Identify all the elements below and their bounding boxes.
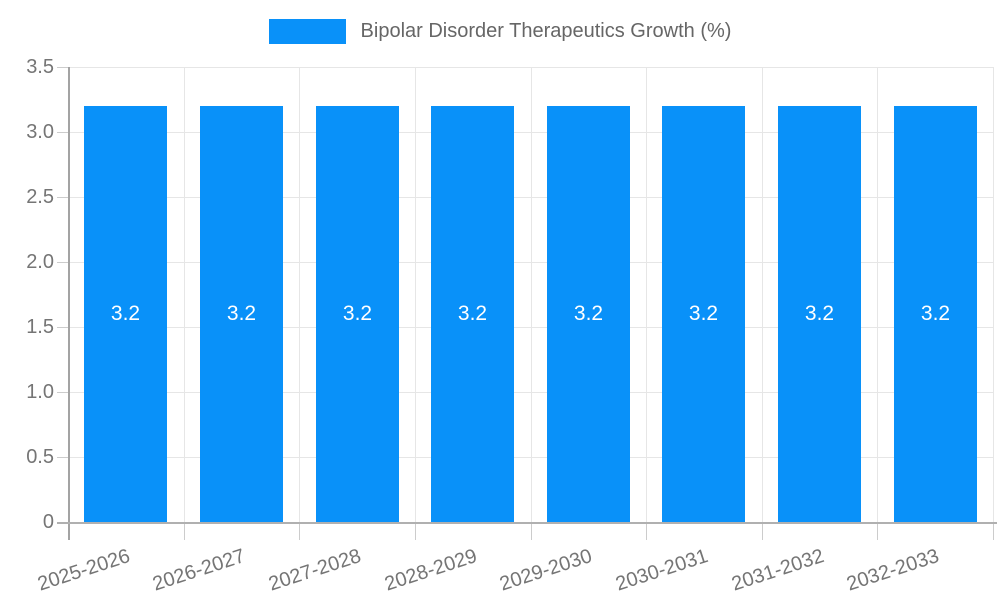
y-axis-tick-label: 1.5 bbox=[26, 316, 54, 338]
bar[interactable]: 3.2 bbox=[662, 106, 745, 522]
y-axis-tick-label: 3.0 bbox=[26, 121, 54, 143]
bar[interactable]: 3.2 bbox=[200, 106, 283, 522]
x-tick bbox=[414, 522, 416, 540]
x-tick bbox=[993, 522, 994, 540]
legend-label: Bipolar Disorder Therapeutics Growth (%) bbox=[360, 20, 732, 42]
x-gridline bbox=[414, 67, 416, 522]
bar[interactable]: 3.2 bbox=[894, 106, 977, 522]
x-axis-line bbox=[57, 522, 997, 524]
x-gridline bbox=[761, 67, 763, 522]
y-axis-tick-label: 3.5 bbox=[26, 56, 54, 78]
y-tick bbox=[57, 132, 68, 133]
y-axis-tick-label: 2.5 bbox=[26, 186, 54, 208]
x-gridline bbox=[299, 67, 301, 522]
bar[interactable]: 3.2 bbox=[547, 106, 630, 522]
chart-legend: Bipolar Disorder Therapeutics Growth (%) bbox=[0, 17, 1000, 45]
x-gridline bbox=[877, 67, 879, 522]
bar-value-label: 3.2 bbox=[573, 302, 604, 325]
y-axis-tick-label: 0 bbox=[42, 511, 54, 533]
y-axis-tick-label: 2.0 bbox=[26, 251, 54, 273]
x-tick bbox=[646, 522, 648, 540]
bar-value-label: 3.2 bbox=[110, 302, 141, 325]
y-tick bbox=[57, 457, 68, 458]
y-axis-tick-label: 0.5 bbox=[26, 446, 54, 468]
x-gridline bbox=[646, 67, 648, 522]
x-tick bbox=[761, 522, 763, 540]
bar[interactable]: 3.2 bbox=[316, 106, 399, 522]
bar[interactable]: 3.2 bbox=[778, 106, 861, 522]
x-gridline bbox=[993, 67, 994, 522]
x-gridline bbox=[530, 67, 532, 522]
x-gridline bbox=[183, 67, 185, 522]
bar-value-label: 3.2 bbox=[342, 302, 373, 325]
bar[interactable]: 3.2 bbox=[431, 106, 514, 522]
bar-value-label: 3.2 bbox=[457, 302, 488, 325]
y-axis-line bbox=[68, 67, 70, 540]
y-axis-tick-label: 1.0 bbox=[26, 381, 54, 403]
x-tick bbox=[530, 522, 532, 540]
y-tick bbox=[57, 197, 68, 198]
bar-value-label: 3.2 bbox=[688, 302, 719, 325]
bar-value-label: 3.2 bbox=[804, 302, 835, 325]
legend-swatch bbox=[268, 18, 346, 44]
x-tick bbox=[299, 522, 301, 540]
bar-value-label: 3.2 bbox=[226, 302, 257, 325]
y-tick bbox=[57, 67, 68, 68]
y-tick bbox=[57, 327, 68, 328]
y-tick bbox=[57, 392, 68, 393]
x-tick bbox=[183, 522, 185, 540]
bar[interactable]: 3.2 bbox=[84, 106, 167, 522]
x-tick bbox=[877, 522, 879, 540]
bar-value-label: 3.2 bbox=[920, 302, 951, 325]
y-tick bbox=[57, 262, 68, 263]
